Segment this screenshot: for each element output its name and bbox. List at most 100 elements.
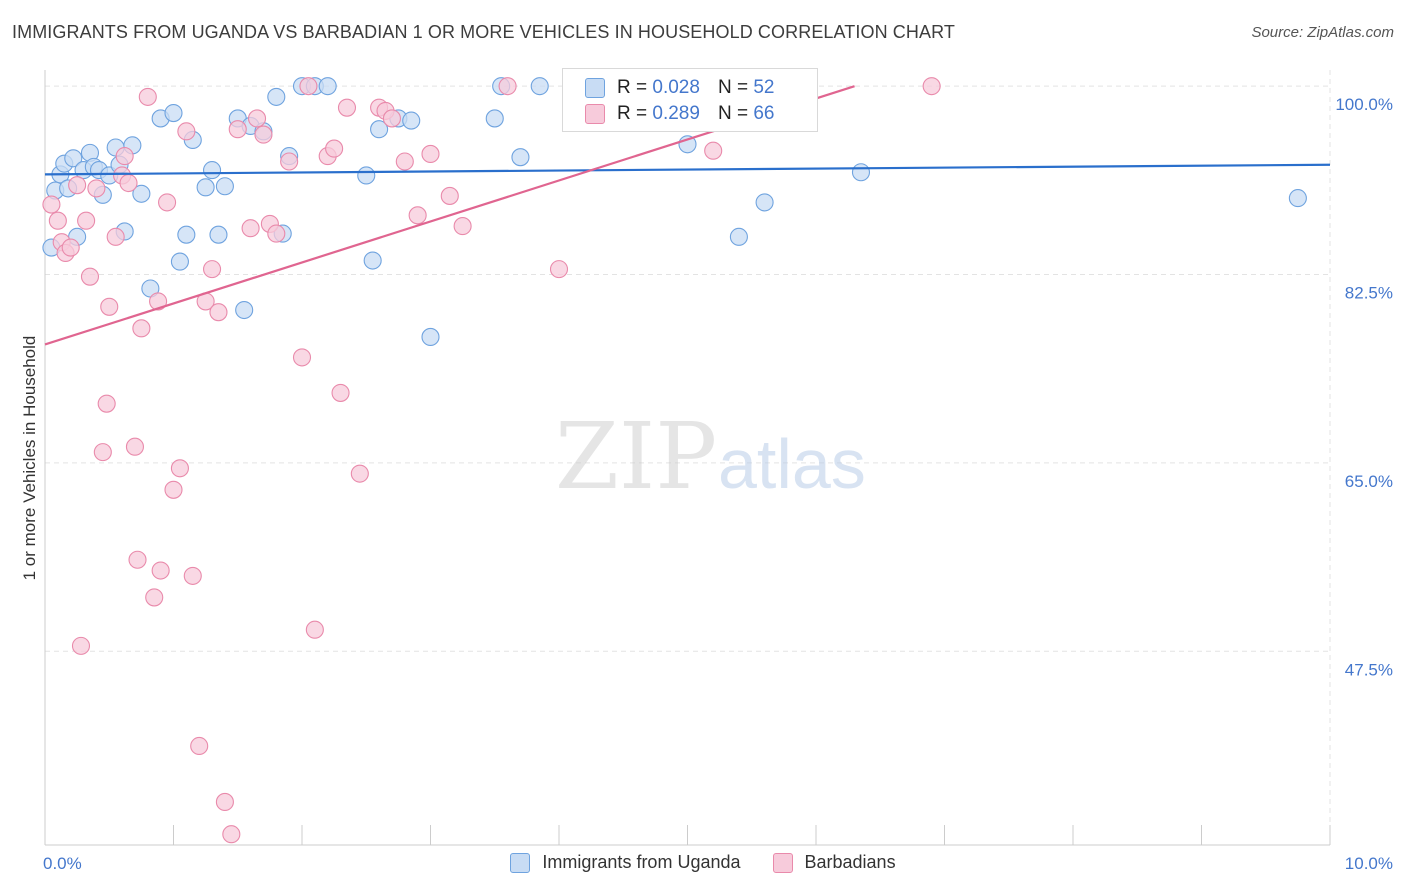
data-point bbox=[267, 224, 286, 243]
data-point bbox=[408, 206, 427, 225]
data-point bbox=[64, 149, 83, 168]
x-tick-label: 0.0% bbox=[43, 854, 82, 873]
data-point bbox=[203, 260, 222, 279]
y-tick-label: 82.5% bbox=[1345, 284, 1393, 303]
data-point bbox=[851, 163, 871, 182]
data-point bbox=[299, 77, 318, 96]
data-point bbox=[170, 252, 189, 271]
legend-item-uganda[interactable]: Immigrants from Uganda bbox=[510, 852, 741, 873]
data-point bbox=[1288, 189, 1307, 208]
uganda-legend-swatch bbox=[510, 852, 531, 873]
data-point bbox=[145, 588, 164, 607]
watermark-atlas: atlas bbox=[718, 425, 866, 503]
stats-legend: R = 0.028 N = 52 R = 0.289 N = 66 bbox=[562, 68, 818, 132]
tick-labels: 100.0% 82.5% 65.0% 47.5% 0.0% 10.0% bbox=[43, 95, 1393, 873]
data-point bbox=[190, 736, 209, 756]
data-point bbox=[177, 225, 196, 244]
legend-label-barbadians: Barbadians bbox=[804, 852, 896, 872]
r-label: R = bbox=[617, 103, 648, 124]
y-tick-label: 65.0% bbox=[1345, 472, 1393, 491]
n-value: 66 bbox=[753, 103, 775, 124]
data-point bbox=[755, 193, 774, 212]
data-point bbox=[138, 87, 157, 106]
data-point bbox=[128, 550, 147, 569]
x-tick-label: 10.0% bbox=[1345, 854, 1393, 873]
data-point bbox=[158, 193, 177, 212]
data-point bbox=[215, 177, 234, 196]
data-point bbox=[222, 825, 241, 844]
legend-label-uganda: Immigrants from Uganda bbox=[542, 852, 741, 872]
data-point bbox=[209, 225, 228, 244]
r-value: 0.289 bbox=[652, 103, 700, 124]
legend-item-barbadians[interactable]: Barbadians bbox=[772, 852, 896, 873]
data-point bbox=[42, 195, 61, 214]
data-point bbox=[100, 297, 119, 316]
data-point bbox=[485, 109, 504, 128]
data-point bbox=[93, 443, 112, 462]
data-point bbox=[267, 87, 286, 106]
data-point bbox=[395, 152, 414, 171]
data-point bbox=[350, 464, 369, 483]
data-point bbox=[922, 77, 941, 96]
data-point bbox=[402, 111, 421, 130]
data-point bbox=[729, 227, 748, 246]
data-point bbox=[254, 125, 273, 144]
data-point bbox=[151, 561, 170, 580]
data-point bbox=[241, 219, 260, 238]
data-point bbox=[453, 217, 472, 236]
data-point bbox=[77, 211, 96, 230]
data-point bbox=[119, 173, 138, 193]
data-point bbox=[80, 267, 100, 286]
chart-title: IMMIGRANTS FROM UGANDA VS BARBADIAN 1 OR… bbox=[12, 22, 955, 42]
data-point bbox=[331, 383, 350, 402]
data-point bbox=[228, 120, 247, 139]
data-point bbox=[87, 179, 106, 198]
data-point bbox=[183, 566, 202, 585]
data-point bbox=[370, 120, 389, 139]
data-point bbox=[421, 327, 440, 346]
data-point bbox=[292, 348, 312, 367]
data-point bbox=[68, 176, 87, 195]
data-point bbox=[325, 139, 344, 158]
stats-row-uganda: R = 0.028 N = 52 bbox=[585, 75, 774, 101]
stats-row-barbadians: R = 0.289 N = 66 bbox=[585, 101, 774, 127]
data-point bbox=[164, 104, 183, 123]
data-point bbox=[132, 184, 151, 203]
source-label: Source: ZipAtlas.com bbox=[1251, 24, 1394, 41]
data-point bbox=[421, 144, 440, 164]
y-tick-label: 47.5% bbox=[1345, 660, 1393, 679]
data-point bbox=[363, 251, 382, 270]
data-point bbox=[209, 303, 228, 322]
data-point bbox=[170, 459, 189, 478]
data-point bbox=[235, 300, 254, 320]
data-point bbox=[203, 161, 222, 180]
watermark: ZIP atlas bbox=[555, 403, 866, 510]
data-point bbox=[71, 636, 91, 655]
barbadians-swatch bbox=[585, 104, 605, 124]
data-point bbox=[247, 109, 267, 128]
data-point bbox=[318, 77, 337, 96]
data-point bbox=[196, 178, 215, 197]
data-point bbox=[498, 77, 517, 96]
r-value: 0.028 bbox=[652, 77, 700, 98]
series-legend: Immigrants from Uganda Barbadians bbox=[0, 852, 1406, 873]
data-point bbox=[549, 260, 569, 279]
data-point bbox=[164, 480, 183, 499]
y-tick-label: 100.0% bbox=[1335, 95, 1393, 114]
series-barbadians-points bbox=[42, 77, 941, 844]
r-label: R = bbox=[617, 77, 648, 98]
data-point bbox=[97, 394, 116, 413]
watermark-zip: ZIP bbox=[555, 403, 717, 510]
data-point bbox=[280, 152, 299, 171]
data-point bbox=[440, 186, 459, 205]
data-point bbox=[149, 292, 168, 311]
data-point bbox=[132, 319, 151, 338]
data-point bbox=[357, 166, 376, 185]
data-point bbox=[106, 227, 125, 246]
n-label: N = bbox=[717, 103, 749, 124]
trend-line-uganda bbox=[44, 163, 1331, 176]
n-label: N = bbox=[717, 77, 749, 98]
uganda-swatch bbox=[585, 78, 605, 98]
data-point bbox=[177, 122, 196, 141]
